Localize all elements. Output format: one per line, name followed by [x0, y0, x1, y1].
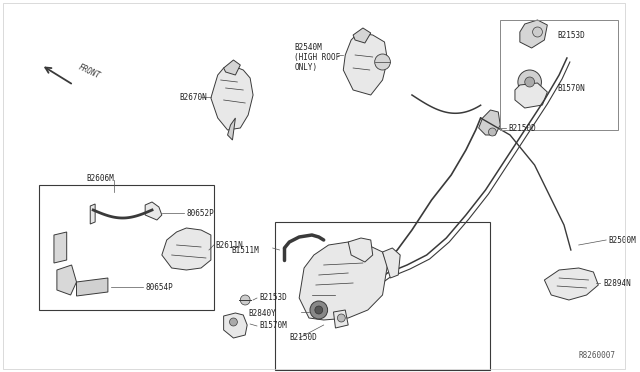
Text: B2540M: B2540M: [294, 42, 322, 51]
Circle shape: [374, 54, 390, 70]
Text: R8260007: R8260007: [579, 351, 616, 360]
Text: B2840Y: B2840Y: [248, 308, 276, 317]
Polygon shape: [353, 28, 371, 43]
Text: B1570M: B1570M: [259, 321, 287, 330]
Text: B1511M: B1511M: [232, 246, 259, 254]
Polygon shape: [211, 65, 253, 130]
Polygon shape: [223, 60, 240, 75]
Text: B2670N: B2670N: [179, 93, 207, 102]
Circle shape: [315, 306, 323, 314]
Text: B2611N: B2611N: [216, 241, 244, 250]
Polygon shape: [520, 20, 547, 48]
Polygon shape: [383, 248, 400, 278]
Polygon shape: [162, 228, 211, 270]
Text: B2500M: B2500M: [608, 235, 636, 244]
Polygon shape: [90, 204, 95, 224]
Text: B1570N: B1570N: [557, 83, 585, 93]
Bar: [275, 222, 490, 370]
Circle shape: [518, 70, 541, 94]
Polygon shape: [145, 202, 162, 220]
Polygon shape: [348, 238, 372, 262]
Polygon shape: [228, 118, 236, 140]
Circle shape: [310, 301, 328, 319]
Bar: [39, 185, 214, 310]
Polygon shape: [479, 110, 500, 135]
Bar: [500, 20, 618, 130]
Circle shape: [532, 27, 543, 37]
Polygon shape: [299, 242, 387, 320]
Polygon shape: [54, 232, 67, 263]
Text: B2150D: B2150D: [289, 334, 317, 343]
Text: (HIGH ROOF: (HIGH ROOF: [294, 52, 340, 61]
Circle shape: [337, 314, 345, 322]
Text: B2150D: B2150D: [508, 124, 536, 132]
Polygon shape: [343, 33, 387, 95]
Text: B2153D: B2153D: [557, 31, 585, 39]
Circle shape: [240, 295, 250, 305]
Text: 80652P: 80652P: [186, 208, 214, 218]
Text: B2606M: B2606M: [86, 173, 114, 183]
Polygon shape: [333, 310, 348, 328]
Text: FRONT: FRONT: [77, 63, 101, 81]
Circle shape: [525, 77, 534, 87]
Text: ONLY): ONLY): [294, 62, 317, 71]
Polygon shape: [223, 313, 247, 338]
Polygon shape: [515, 83, 547, 108]
Circle shape: [230, 318, 237, 326]
Polygon shape: [57, 265, 77, 295]
Polygon shape: [77, 278, 108, 296]
Polygon shape: [545, 268, 598, 300]
Text: B2153D: B2153D: [259, 294, 287, 302]
Text: 80654P: 80654P: [145, 282, 173, 292]
Circle shape: [488, 128, 496, 136]
Text: B2894N: B2894N: [604, 279, 631, 288]
